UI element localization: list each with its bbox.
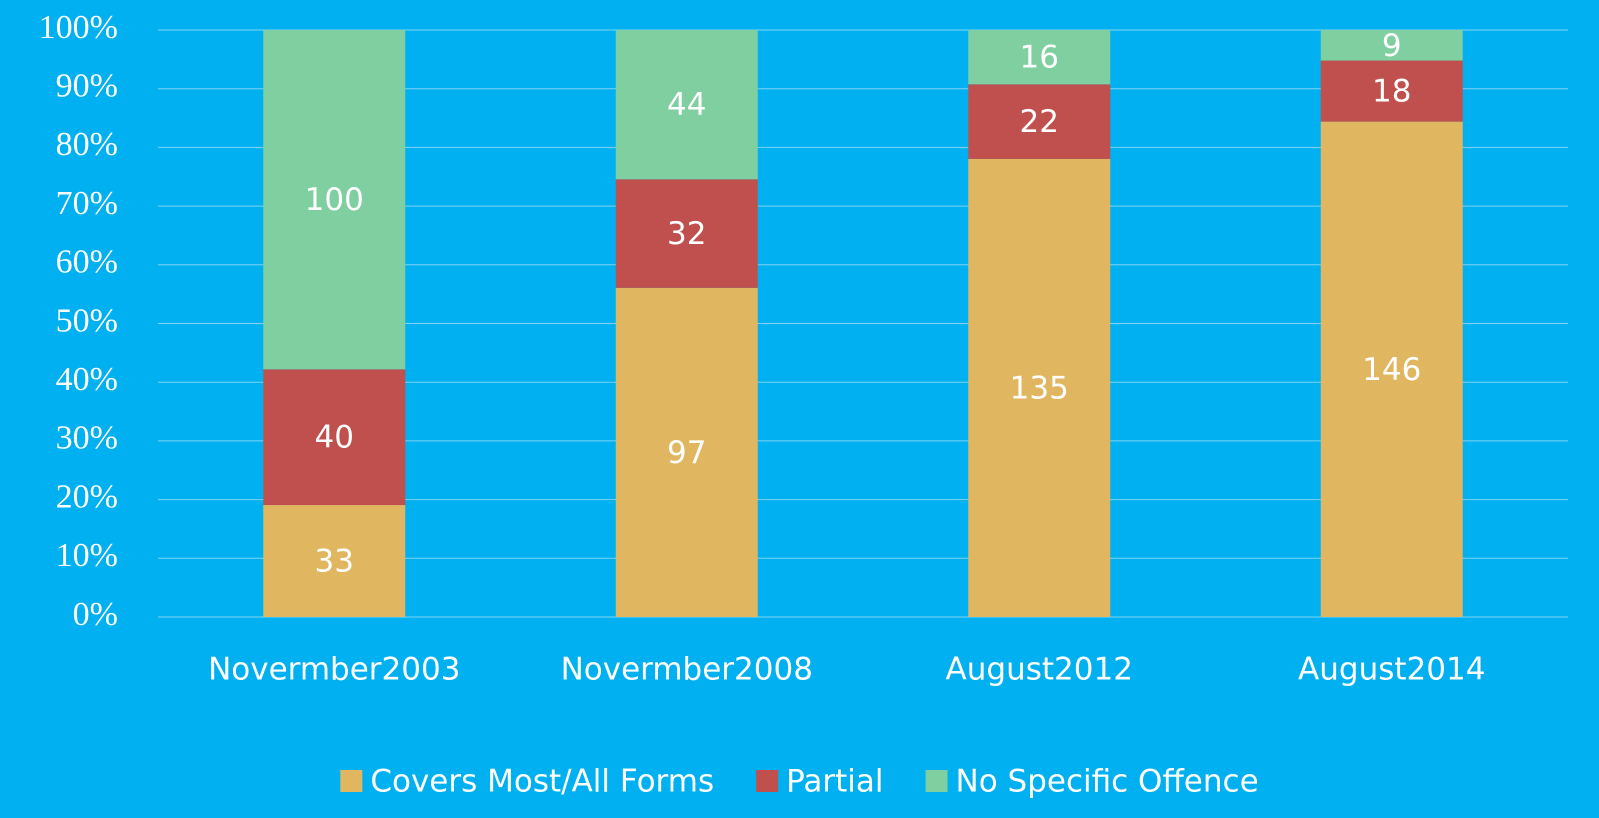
- data-label: 40: [315, 420, 354, 456]
- bar-segment: [615, 179, 758, 288]
- y-tick-label: 90%: [56, 67, 118, 104]
- bar-segment: [615, 30, 758, 180]
- bar-segment: [968, 158, 1111, 618]
- y-tick-label: 0%: [73, 596, 118, 633]
- data-label: 32: [667, 216, 706, 252]
- data-label: 33: [315, 544, 354, 580]
- x-tick-label: August2014: [1298, 652, 1485, 688]
- legend-swatch: [925, 770, 948, 792]
- legend-swatch: [340, 770, 363, 792]
- y-tick-label: 40%: [56, 361, 118, 398]
- y-tick-label: 30%: [56, 420, 118, 457]
- bar-segment: [1320, 60, 1463, 122]
- x-tick-label: August2012: [946, 652, 1133, 688]
- x-tick-label: Novermber2003: [208, 652, 460, 688]
- bar-segment: [263, 369, 406, 506]
- bar-segment: [968, 30, 1111, 85]
- legend-swatch: [756, 770, 779, 792]
- data-label: 9: [1382, 28, 1402, 64]
- y-tick-label: 60%: [56, 244, 118, 281]
- data-label: 22: [1020, 104, 1059, 140]
- data-label: 44: [667, 87, 706, 123]
- bar-segment: [263, 505, 406, 617]
- data-label: 16: [1020, 40, 1059, 76]
- bar-segment: [615, 287, 758, 617]
- data-label: 135: [1010, 370, 1069, 406]
- data-label: 18: [1372, 74, 1411, 110]
- bar-segment: [1320, 30, 1463, 61]
- y-tick-label: 100%: [39, 9, 118, 46]
- x-tick-label: Novermber2008: [561, 652, 813, 688]
- y-tick-label: 20%: [56, 478, 118, 515]
- bar-segment: [263, 30, 406, 370]
- data-label: 97: [667, 435, 706, 471]
- y-tick-label: 50%: [56, 302, 118, 339]
- data-label: 100: [305, 182, 364, 218]
- legend-label: No Specific Offence: [956, 764, 1259, 800]
- data-label: 146: [1362, 352, 1421, 388]
- bar-segment: [1320, 121, 1463, 617]
- y-tick-label: 10%: [56, 537, 118, 574]
- legend-label: Partial: [786, 764, 883, 800]
- legend-label: Covers Most/All Forms: [370, 764, 714, 800]
- y-tick-label: 70%: [56, 185, 118, 222]
- y-tick-label: 80%: [56, 126, 118, 163]
- bar-segment: [968, 84, 1111, 159]
